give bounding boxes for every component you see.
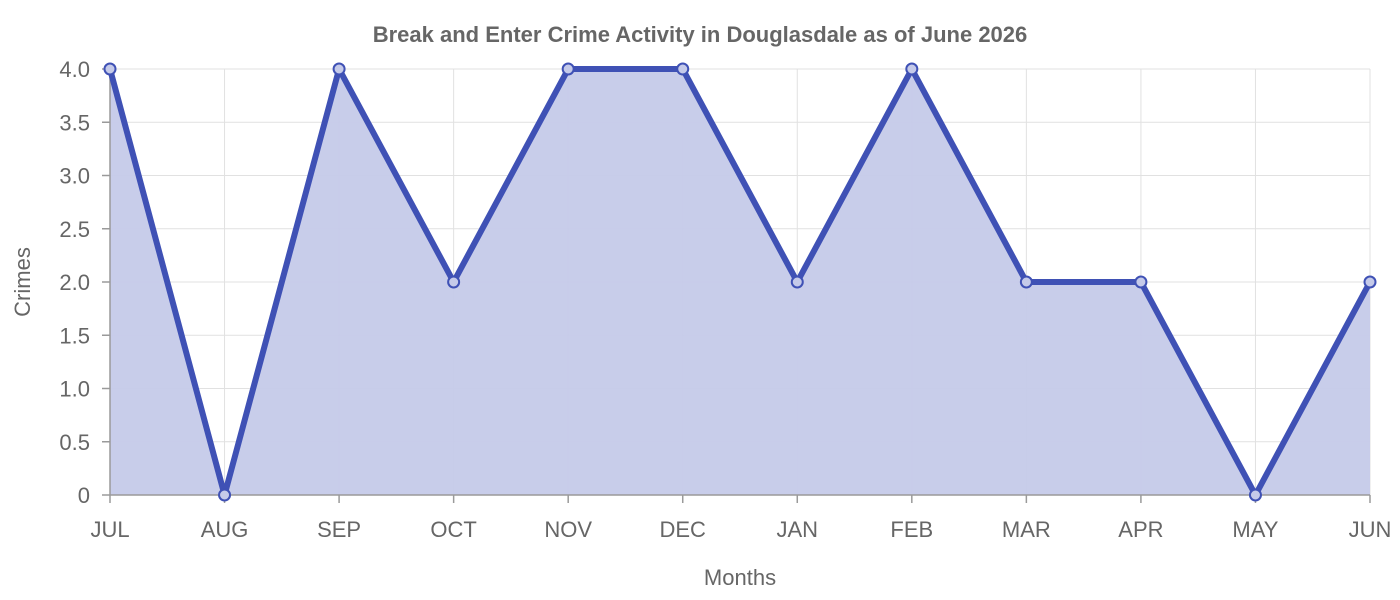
data-point	[218, 488, 232, 502]
y-tick-label: 4.0	[59, 57, 90, 82]
line-layer	[107, 66, 1373, 498]
x-tick-label: MAR	[1002, 517, 1051, 542]
data-point	[790, 275, 804, 289]
data-point	[103, 62, 117, 76]
x-tick-label: JUL	[90, 517, 129, 542]
chart-title: Break and Enter Crime Activity in Dougla…	[373, 22, 1028, 47]
series-area	[110, 69, 1370, 495]
x-tick-label: NOV	[544, 517, 592, 542]
y-tick-label: 2.5	[59, 217, 90, 242]
y-tick-label: 0.5	[59, 430, 90, 455]
y-axis-title: Crimes	[10, 247, 35, 317]
data-point	[1248, 488, 1262, 502]
x-tick-label: JUN	[1349, 517, 1392, 542]
x-tick-label: SEP	[317, 517, 361, 542]
y-tick-label: 3.5	[59, 110, 90, 135]
y-tick-label: 2.0	[59, 270, 90, 295]
y-tick-label: 1.0	[59, 377, 90, 402]
point-layer	[103, 62, 1377, 502]
x-tick-label: AUG	[201, 517, 249, 542]
data-point	[561, 62, 575, 76]
data-point	[1363, 275, 1377, 289]
x-tick-label: MAY	[1232, 517, 1278, 542]
x-tick-labels: JUL AUG SEP OCT NOV DEC JAN FEB MAR APR MAY JUN	[90, 517, 1391, 542]
x-tick-label: OCT	[430, 517, 476, 542]
series-line	[107, 66, 1373, 498]
y-tick-label: 0	[78, 483, 90, 508]
x-tick-label: APR	[1118, 517, 1163, 542]
data-point	[676, 62, 690, 76]
data-point	[905, 62, 919, 76]
x-tick-label: JAN	[776, 517, 818, 542]
data-point	[1134, 275, 1148, 289]
axis-layer	[102, 68, 1371, 503]
x-tick-label: FEB	[890, 517, 933, 542]
y-tick-label: 3.0	[59, 164, 90, 189]
y-tick-label: 1.5	[59, 323, 90, 348]
data-point	[1019, 275, 1033, 289]
area-layer	[110, 69, 1370, 495]
data-point	[447, 275, 461, 289]
y-tick-labels: 0 0.5 1.0 1.5 2.0 2.5 3.0 3.5 4.0	[59, 57, 90, 508]
data-point	[332, 62, 346, 76]
x-axis-title: Months	[704, 565, 776, 590]
x-tick-label: DEC	[660, 517, 707, 542]
